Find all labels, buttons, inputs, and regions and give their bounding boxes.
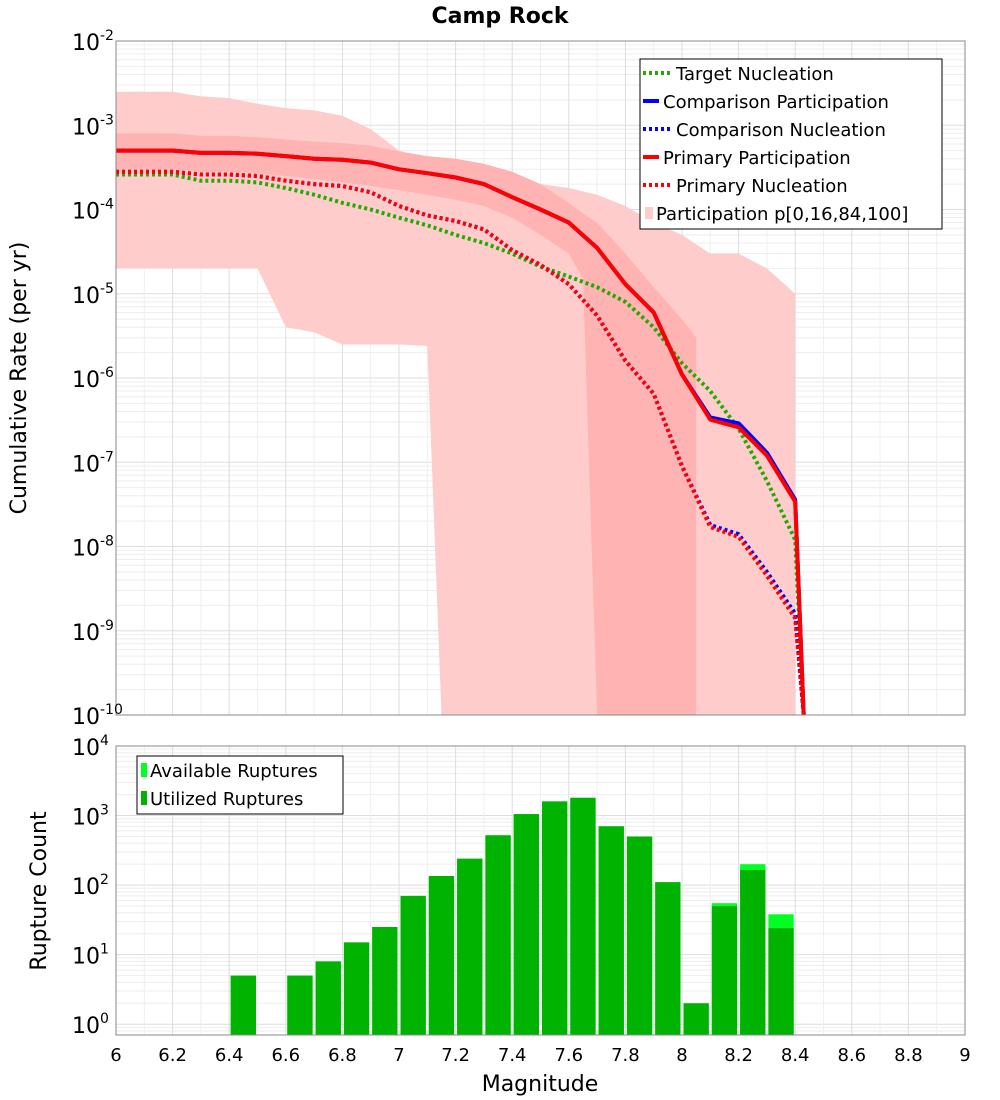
bar-utilized-ruptures (485, 835, 511, 1035)
legend-label-target-nucleation: Target Nucleation (675, 64, 834, 85)
top-lines (116, 148, 806, 716)
bottom-bars (230, 797, 794, 1035)
series-line-primary-participation (116, 148, 806, 716)
x-tick-label: 7 (393, 1045, 404, 1066)
x-tick-label: 8.8 (894, 1045, 923, 1066)
legend-label-utilized-ruptures: Utilized Ruptures (150, 789, 303, 810)
legend-label-comparison-nucleation: Comparison Nucleation (676, 120, 886, 141)
bottom-y-tick-label: 101 (72, 942, 109, 970)
top-y-tick-label: 10-5 (72, 281, 114, 309)
bar-utilized-ruptures (400, 895, 426, 1035)
legend-label-primary-nucleation: Primary Nucleation (676, 176, 848, 197)
x-tick-label: 6 (110, 1045, 121, 1066)
x-tick-label: 7.8 (611, 1045, 640, 1066)
legend-label-participation-band: Participation p[0,16,84,100] (656, 204, 908, 225)
bar-utilized-ruptures (768, 928, 794, 1035)
bar-utilized-ruptures (230, 975, 256, 1035)
legend-swatch-available-ruptures (141, 763, 147, 777)
chart-title: Camp Rock (431, 4, 569, 29)
x-tick-label: 7.6 (554, 1045, 583, 1066)
top-y-tick-label: 10-6 (72, 365, 114, 393)
x-tick-label: 6.8 (328, 1045, 357, 1066)
bottom-legend: Available Ruptures Utilized Ruptures (136, 755, 344, 815)
bar-utilized-ruptures (683, 1003, 709, 1035)
participation-band-p16-p84 (116, 133, 697, 715)
bottom-plot-frame (115, 745, 966, 1036)
x-tick-label: 6.4 (215, 1045, 244, 1066)
top-legend: Target Nucleation Comparison Participati… (639, 58, 943, 230)
bar-utilized-ruptures (287, 975, 313, 1035)
bar-utilized-ruptures (372, 927, 398, 1035)
series-line-target-nucleation (116, 172, 806, 716)
bottom-y-tick-label: 104 (72, 733, 109, 761)
bar-utilized-ruptures (315, 961, 341, 1035)
bar-utilized-ruptures (457, 858, 483, 1035)
top-y-tick-label: 10-9 (72, 618, 114, 646)
x-tick-label: 9 (959, 1045, 970, 1066)
top-y-tick-label: 10-10 (72, 702, 123, 730)
x-tick-label: 6.6 (271, 1045, 300, 1066)
top-bands (116, 91, 796, 715)
bar-utilized-ruptures (343, 942, 370, 1035)
bar-utilized-ruptures (655, 882, 681, 1035)
top-y-ticks: 10-2 10-3 10-4 10-5 10-6 10-7 10-8 10-9 10-10 (72, 28, 123, 730)
legend-label-available-ruptures: Available Ruptures (150, 761, 318, 782)
bottom-y-tick-label: 100 (72, 1011, 109, 1039)
x-tick-label: 8 (676, 1045, 687, 1066)
top-y-tick-label: 10-2 (72, 28, 114, 56)
x-tick-label: 8.4 (781, 1045, 810, 1066)
bar-utilized-ruptures (626, 836, 653, 1035)
bar-utilized-ruptures (598, 826, 624, 1035)
bar-utilized-ruptures (513, 814, 539, 1035)
bottom-y-tick-label: 103 (72, 803, 109, 831)
top-y-axis-label: Cumulative Rate (per yr) (7, 242, 32, 515)
bottom-y-axis-label: Rupture Count (27, 811, 52, 971)
top-y-tick-label: 10-8 (72, 534, 114, 562)
bar-utilized-ruptures (428, 876, 455, 1035)
x-tick-label: 8.6 (837, 1045, 866, 1066)
x-tick-label: 8.2 (724, 1045, 753, 1066)
bottom-y-tick-label: 102 (72, 872, 109, 900)
series-line-primary-nucleation (116, 169, 806, 716)
legend-swatch-participation-band (645, 207, 653, 219)
bottom-legend-box (136, 755, 344, 815)
legend-label-primary-participation: Primary Participation (663, 148, 851, 169)
top-y-tick-label: 10-4 (72, 197, 114, 225)
x-tick-label: 7.4 (498, 1045, 527, 1066)
bar-utilized-ruptures (711, 906, 738, 1035)
x-tick-label: 7.2 (441, 1045, 470, 1066)
legend-label-comparison-participation: Comparison Participation (663, 92, 889, 113)
bottom-x-ticks: 6 6.2 6.4 6.6 6.8 7 7.2 7.4 7.6 7.8 8 8.2 8.4 8.6 8.8 9 (110, 1045, 970, 1066)
x-axis-label: Magnitude (482, 1072, 599, 1097)
top-y-tick-label: 10-3 (72, 112, 114, 140)
top-plot-frame (115, 40, 966, 716)
bottom-y-ticks: 100 101 102 103 104 (72, 733, 109, 1039)
bar-utilized-ruptures (570, 797, 596, 1035)
x-tick-label: 6.2 (158, 1045, 187, 1066)
legend-swatch-utilized-ruptures (141, 791, 147, 805)
bar-utilized-ruptures (542, 801, 568, 1035)
bar-utilized-ruptures (740, 870, 766, 1035)
top-y-tick-label: 10-7 (72, 449, 114, 477)
top-legend-box (639, 58, 943, 230)
